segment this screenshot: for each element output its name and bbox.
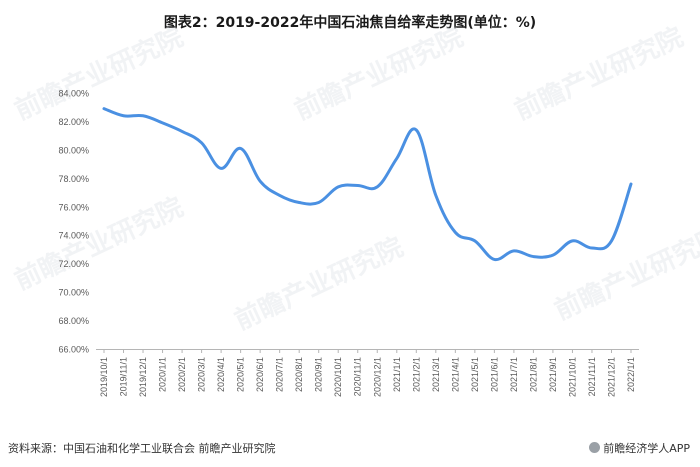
- x-tick-label: 2021/5/1: [470, 357, 480, 392]
- x-tick-label: 2021/9/1: [548, 357, 558, 392]
- data-point: [630, 183, 633, 186]
- x-tick-label: 2022/1/1: [626, 357, 636, 392]
- y-tick-label: 76.00%: [58, 202, 89, 212]
- data-point: [142, 114, 145, 117]
- data-point: [551, 254, 554, 257]
- data-point: [356, 184, 359, 187]
- data-point: [317, 201, 320, 204]
- brand-text: 前瞻经济学人APP: [603, 442, 690, 455]
- x-tick-label: 2020/8/1: [294, 357, 304, 392]
- brand-label: 前瞻经济学人APP: [589, 440, 690, 456]
- x-tick-label: 2021/10/1: [567, 357, 577, 397]
- x-tick-label: 2021/3/1: [431, 357, 441, 392]
- data-point: [200, 141, 203, 144]
- data-point: [337, 185, 340, 188]
- watermark: 前瞻产业研究院: [290, 21, 468, 126]
- data-point: [571, 239, 574, 242]
- x-tick-label: 2020/5/1: [236, 357, 246, 392]
- y-tick-label: 82.00%: [58, 117, 89, 127]
- x-tick-label: 2021/4/1: [450, 357, 460, 392]
- y-tick-label: 66.00%: [58, 345, 89, 355]
- y-tick-label: 74.00%: [58, 231, 89, 241]
- brand-logo-icon: [589, 442, 601, 453]
- data-point: [434, 194, 437, 197]
- x-tick-label: 2021/1/1: [392, 357, 402, 392]
- y-axis: 66.00% 68.00% 70.00% 72.00% 74.00% 76.00% 78.0…: [58, 89, 89, 355]
- data-point: [395, 157, 398, 160]
- y-tick-label: 78.00%: [58, 174, 89, 184]
- data-point: [259, 180, 262, 183]
- x-tick-label: 2020/11/1: [353, 357, 363, 396]
- x-tick-label: 2019/12/1: [138, 357, 148, 397]
- y-tick-label: 72.00%: [58, 259, 89, 269]
- watermarks: 前瞻产业研究院 前瞻产业研究院 前瞻产业研究院 前瞻产业研究院 前瞻产业研究院 …: [10, 21, 700, 336]
- y-tick-label: 84.00%: [58, 89, 89, 99]
- series-group: [102, 107, 633, 262]
- data-point: [376, 185, 379, 188]
- source-note: 资料来源：中国石油和化学工业联合会 前瞻产业研究院: [8, 442, 276, 455]
- data-point: [122, 114, 125, 117]
- x-tick-label: 2020/3/1: [197, 357, 207, 392]
- watermark: 前瞻产业研究院: [550, 221, 700, 326]
- x-tick-label: 2019/11/1: [119, 357, 129, 396]
- x-tick-label: 2021/8/1: [528, 357, 538, 392]
- series-line: [102, 107, 633, 262]
- data-point: [590, 247, 593, 250]
- data-point: [278, 194, 281, 197]
- x-tick-label: 2020/2/1: [177, 357, 187, 392]
- watermark: 前瞻产业研究院: [10, 191, 188, 296]
- data-point: [239, 147, 242, 150]
- y-tick-label: 68.00%: [58, 316, 89, 326]
- x-tick-label: 2020/9/1: [314, 357, 324, 392]
- x-tick-label: 2021/12/1: [606, 357, 616, 397]
- chart-title: 图表2：2019-2022年中国石油焦自给率走势图(单位：%): [163, 15, 537, 31]
- x-tick-label: 2019/10/1: [99, 357, 109, 397]
- y-tick-label: 80.00%: [58, 145, 89, 155]
- data-point: [473, 239, 476, 242]
- watermark: 前瞻产业研究院: [10, 21, 188, 126]
- watermark: 前瞻产业研究院: [230, 231, 408, 336]
- x-axis: 2019/10/1 2019/11/1 2019/12/1 2020/1/1 2020/…: [96, 349, 639, 397]
- x-tick-label: 2021/6/1: [489, 357, 499, 392]
- data-point: [415, 128, 418, 131]
- x-tick-label: 2020/4/1: [216, 357, 226, 392]
- x-tick-label: 2020/7/1: [275, 357, 285, 392]
- data-point: [161, 121, 164, 124]
- data-point: [181, 130, 184, 133]
- data-point: [220, 167, 223, 170]
- data-point: [454, 231, 457, 234]
- data-point: [532, 255, 535, 258]
- data-point: [493, 258, 496, 261]
- x-tick-label: 2021/11/1: [587, 357, 597, 396]
- x-tick-label: 2021/2/1: [411, 357, 421, 392]
- data-point: [298, 201, 301, 204]
- x-tick-label: 2020/10/1: [333, 357, 343, 397]
- data-point: [103, 107, 106, 110]
- data-point: [610, 239, 613, 242]
- data-point: [512, 249, 515, 252]
- watermark: 前瞻产业研究院: [510, 21, 688, 126]
- x-tick-label: 2020/1/1: [158, 357, 168, 392]
- y-tick-label: 70.00%: [58, 288, 89, 298]
- x-tick-label: 2020/12/1: [372, 357, 382, 397]
- x-tick-label: 2020/6/1: [255, 357, 265, 392]
- x-tick-label: 2021/7/1: [509, 357, 519, 392]
